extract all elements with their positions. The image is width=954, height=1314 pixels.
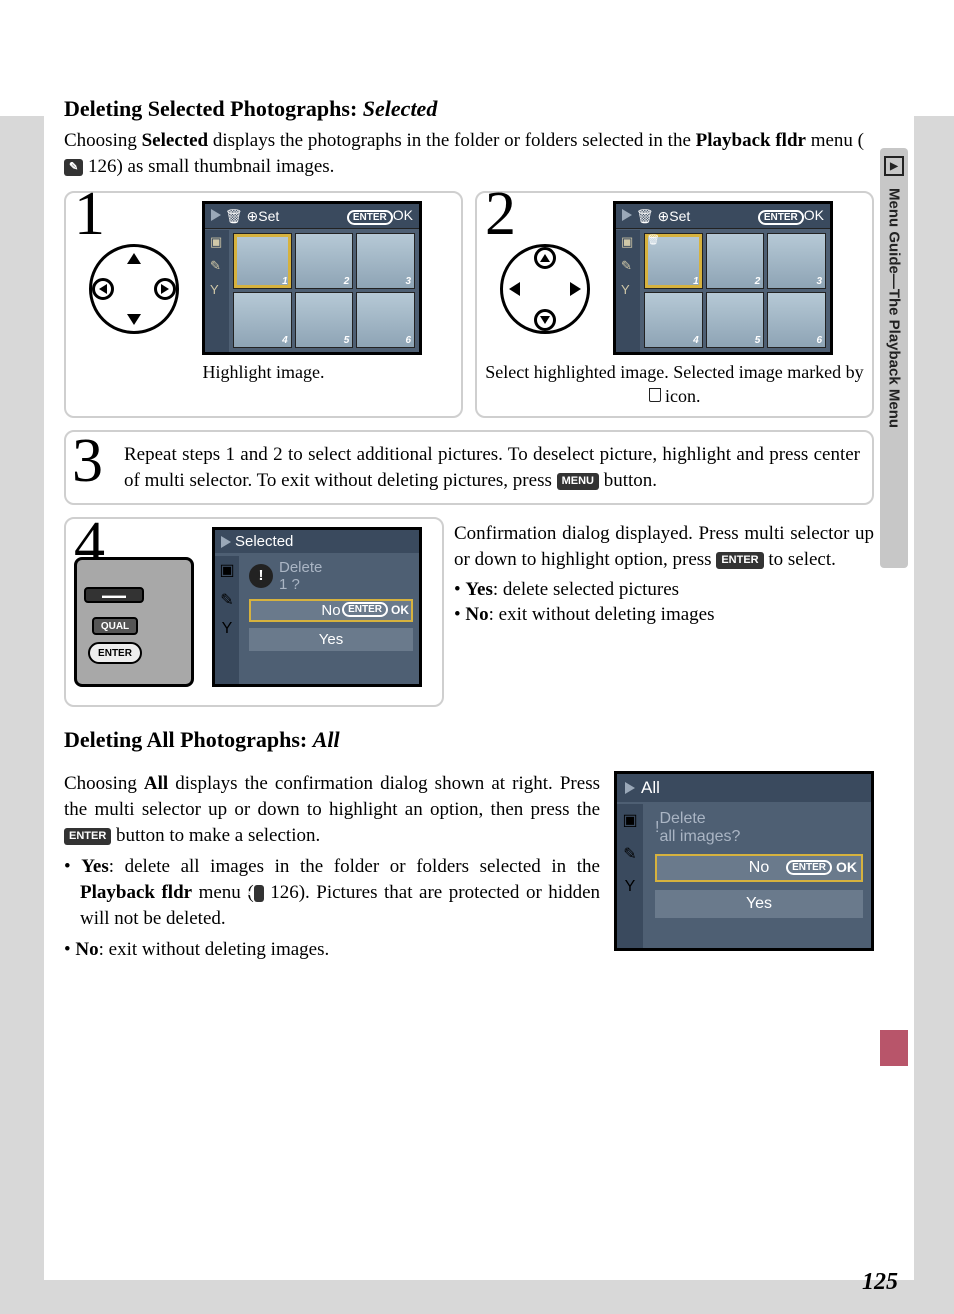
play-icon: [221, 536, 231, 548]
camera-icon: ▣: [219, 560, 234, 580]
heading-all-italic: All: [313, 727, 340, 752]
step-3-number: 3: [72, 430, 103, 492]
thumbnail: 6: [767, 292, 826, 348]
step-3-box: 3 Repeat steps 1 and 2 to select additio…: [64, 430, 874, 505]
enter-chip-icon: ENTER: [347, 210, 393, 225]
step-2-caption: Select highlighted image. Selected image…: [485, 361, 864, 408]
pencil-icon: ✎: [623, 844, 636, 864]
play-icon: [622, 209, 632, 221]
lcd-thumbnails-1: 🗑 ⊕Set ENTEROK ▣ ✎ Y 1 2 3 4 5 6: [202, 201, 422, 355]
wrench-icon: Y: [222, 620, 233, 638]
wrench-icon: Y: [621, 282, 635, 296]
all-section: Choosing All displays the confirmation d…: [64, 771, 874, 968]
wrench-icon: Y: [210, 282, 224, 296]
dialog-option-no: No ENTER OK: [655, 854, 863, 882]
play-icon: [625, 782, 635, 794]
step-1-box: 1 🗑 ⊕Set ENTEROK ▣ ✎: [64, 191, 463, 418]
lcd-delete-selected-dialog: Selected ▣ ✎ Y ! Delete 1 ? N: [212, 527, 422, 687]
pencil-icon: ✎: [220, 590, 233, 610]
trash-icon: [649, 388, 661, 402]
thumbnail: 5: [295, 292, 354, 348]
thumbnail: 4: [644, 292, 703, 348]
thumbnail: 4: [233, 292, 292, 348]
thumbnail: 5: [706, 292, 765, 348]
enter-chip-icon: ENTER: [342, 602, 388, 617]
book-icon: ✎: [64, 159, 83, 176]
trash-marker-icon: 🗑: [647, 235, 660, 246]
step-1-number: 1: [74, 183, 105, 245]
heading-all-prefix: Deleting All Photographs:: [64, 727, 313, 752]
step-2-box: 2 🗑 ⊕Set ENTEROK ▣ ✎: [475, 191, 874, 418]
dialog-option-yes: Yes: [655, 890, 863, 918]
enter-chip-icon: ENTER: [758, 210, 804, 225]
section-marker: [880, 1030, 908, 1066]
thumbnail: 1: [233, 233, 292, 289]
side-tab: ▶ Menu Guide—The Playback Menu: [880, 148, 908, 568]
lcd-delete-all-dialog: All ▣ ✎ Y ! Delete all images? No ENTER …: [614, 771, 874, 951]
play-icon: [211, 209, 221, 221]
enter-chip-icon: ENTER: [786, 860, 832, 875]
qual-button: QUAL: [92, 617, 138, 635]
book-icon: ✎: [254, 885, 264, 902]
heading-selected: Deleting Selected Photographs: Selected: [64, 96, 874, 122]
thumbnail: 3: [356, 233, 415, 289]
thumbnail: 2: [706, 233, 765, 289]
heading-italic: Selected: [363, 96, 438, 121]
thumbnail: 3: [767, 233, 826, 289]
exclamation-icon: !: [249, 564, 273, 588]
step-4-box: 4 ▬▬▬ QUAL ENTER Selected ▣ ✎ Y !: [64, 517, 444, 707]
step-1-caption: Highlight image.: [74, 361, 453, 384]
camera-icon: ▣: [210, 234, 224, 248]
lcd-thumbnails-2: 🗑 ⊕Set ENTEROK ▣ ✎ Y 🗑1 2 3 4 5 6: [613, 201, 833, 355]
page-content: Deleting Selected Photographs: Selected …: [44, 40, 914, 1280]
step-4-row: 4 ▬▬▬ QUAL ENTER Selected ▣ ✎ Y !: [64, 517, 874, 707]
thumbnail: 2: [295, 233, 354, 289]
enter-button: ENTER: [88, 642, 142, 664]
all-text-block: Choosing All displays the confirmation d…: [64, 771, 600, 968]
pencil-icon: ✎: [621, 258, 635, 272]
dialog-option-yes: Yes: [249, 628, 413, 651]
enter-chip-icon: ENTER: [716, 552, 763, 569]
playback-icon: ▶: [884, 156, 904, 176]
heading-prefix: Deleting Selected Photographs:: [64, 96, 363, 121]
menu-button-icon: MENU: [557, 473, 599, 490]
thumbnail: 6: [356, 292, 415, 348]
pencil-icon: ✎: [210, 258, 224, 272]
intro-paragraph: Choosing Selected displays the photograp…: [64, 128, 874, 179]
steps-1-2-row: 1 🗑 ⊕Set ENTEROK ▣ ✎: [64, 191, 874, 418]
step-4-text: Confirmation dialog displayed. Press mul…: [454, 517, 874, 707]
thumbnail: 🗑1: [644, 233, 703, 289]
dialog-option-no: No ENTER OK: [249, 599, 413, 622]
wrench-icon: Y: [625, 878, 636, 896]
enter-chip-icon: ENTER: [64, 828, 111, 845]
camera-icon: ▣: [622, 810, 637, 830]
step-2-number: 2: [485, 183, 516, 245]
camera-back-illustration: ▬▬▬ QUAL ENTER: [74, 547, 204, 697]
camera-icon: ▣: [621, 234, 635, 248]
display-label: ▬▬▬: [84, 587, 144, 603]
heading-all: Deleting All Photographs: All: [64, 727, 874, 753]
page-number: 125: [862, 1269, 898, 1296]
